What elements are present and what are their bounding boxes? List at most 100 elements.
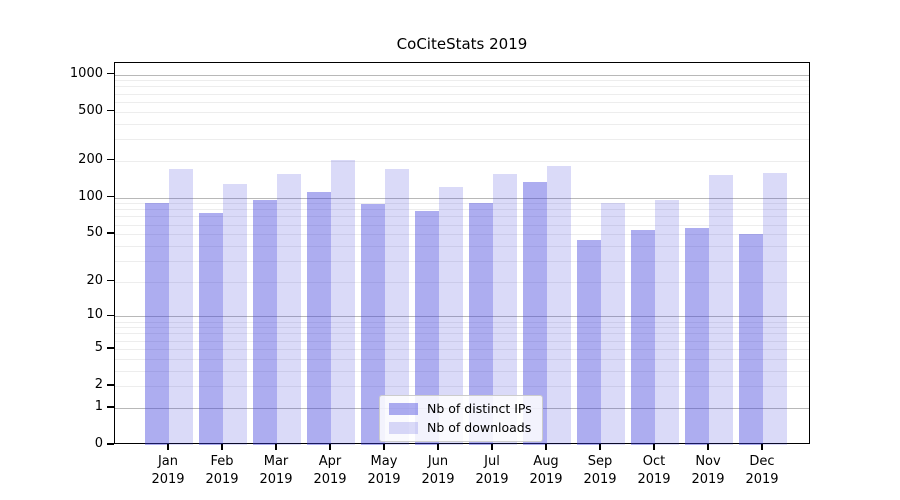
bar-downloads-feb [223, 183, 247, 445]
y-tick-mark [107, 406, 114, 408]
minor-gridline [115, 358, 809, 360]
legend-item: Nb of downloads [389, 420, 532, 435]
legend-label: Nb of distinct IPs [427, 401, 532, 416]
chart-title: CoCiteStats 2019 [396, 35, 528, 53]
y-tick-label: 500 [78, 102, 103, 118]
bar-ips-sep [577, 239, 601, 445]
x-tick-mark [383, 444, 385, 450]
x-tick-label: Jan 2019 [151, 454, 185, 487]
y-tick-mark [107, 158, 114, 161]
y-tick-label: 10 [86, 307, 103, 323]
minor-gridline [115, 101, 809, 103]
x-tick-mark [761, 444, 763, 450]
x-tick-mark [329, 444, 331, 450]
bar-downloads-aug [547, 166, 571, 445]
x-tick-label: Dec 2019 [745, 454, 779, 487]
bar-downloads-oct [655, 199, 679, 445]
bar-downloads-mar [277, 174, 301, 445]
minor-gridline [115, 245, 809, 247]
minor-gridline [115, 340, 809, 342]
y-tick-mark [107, 72, 114, 75]
minor-gridline [115, 111, 809, 113]
y-tick-mark [107, 347, 114, 349]
x-tick-label: Jul 2019 [475, 454, 509, 487]
x-tick-label: Jun 2019 [421, 454, 455, 487]
major-gridline [115, 316, 809, 318]
minor-gridline [115, 160, 809, 162]
x-tick-label: Oct 2019 [637, 454, 671, 487]
legend-label: Nb of downloads [427, 420, 532, 435]
minor-gridline [115, 281, 809, 283]
y-tick-label: 1000 [69, 65, 103, 81]
y-tick-label: 20 [86, 272, 103, 288]
minor-gridline [115, 203, 809, 205]
legend-swatch [389, 402, 418, 415]
x-tick-label: Mar 2019 [259, 454, 293, 487]
x-tick-label: Sep 2019 [583, 454, 617, 487]
minor-gridline [115, 224, 809, 226]
y-tick-mark [107, 279, 114, 282]
bar-ips-dec [739, 234, 763, 445]
bar-ips-oct [631, 230, 655, 445]
minor-gridline [115, 216, 809, 218]
x-tick-label: May 2019 [367, 454, 401, 487]
y-tick-mark [107, 443, 114, 445]
major-gridline [115, 74, 809, 76]
minor-gridline [115, 93, 809, 95]
bar-downloads-apr [331, 160, 355, 445]
x-tick-mark [221, 444, 223, 450]
minor-gridline [115, 327, 809, 329]
y-tick-label: 1 [94, 398, 103, 414]
bar-downloads-jan [169, 168, 193, 445]
bar-downloads-sep [601, 202, 625, 445]
minor-gridline [115, 80, 809, 82]
minor-gridline [115, 348, 809, 350]
y-tick-mark [107, 195, 114, 198]
minor-gridline [115, 86, 809, 88]
x-tick-mark [545, 444, 547, 450]
x-tick-label: Apr 2019 [313, 454, 347, 487]
x-tick-label: Nov 2019 [691, 454, 725, 487]
y-tick-label: 100 [78, 188, 103, 204]
bar-ips-nov [685, 228, 709, 445]
minor-gridline [115, 209, 809, 211]
x-tick-mark [653, 444, 655, 450]
legend-swatch [389, 421, 418, 434]
minor-gridline [115, 123, 809, 125]
y-tick-mark [107, 314, 114, 317]
minor-gridline [115, 260, 809, 262]
x-tick-mark [707, 444, 709, 450]
legend: Nb of distinct IPs Nb of downloads [379, 395, 543, 442]
plot-area [114, 62, 810, 445]
bar-ips-apr [307, 191, 331, 445]
major-gridline [115, 197, 809, 199]
y-tick-label: 2 [94, 377, 103, 393]
minor-gridline [115, 370, 809, 372]
minor-gridline [115, 138, 809, 140]
bar-ips-mar [253, 200, 277, 445]
y-tick-label: 200 [78, 151, 103, 167]
y-tick-mark [107, 109, 114, 112]
y-tick-mark [107, 384, 114, 386]
y-tick-label: 5 [94, 339, 103, 355]
y-tick-label: 0 [94, 436, 103, 451]
legend-item: Nb of distinct IPs [389, 401, 532, 416]
x-tick-mark [437, 444, 439, 450]
minor-gridline [115, 321, 809, 323]
x-tick-mark [275, 444, 277, 450]
y-tick-mark [107, 232, 114, 234]
x-tick-label: Feb 2019 [205, 454, 239, 487]
bar-ips-jan [145, 202, 169, 445]
x-tick-label: Aug 2019 [529, 454, 563, 487]
minor-gridline [115, 234, 809, 236]
y-tick-label: 50 [86, 225, 103, 241]
x-tick-mark [491, 444, 493, 450]
bar-ips-feb [199, 212, 223, 445]
bar-downloads-dec [763, 172, 787, 445]
minor-gridline [115, 333, 809, 335]
minor-gridline [115, 386, 809, 388]
bar-downloads-nov [709, 174, 733, 445]
x-tick-mark [167, 444, 169, 450]
x-tick-mark [599, 444, 601, 450]
